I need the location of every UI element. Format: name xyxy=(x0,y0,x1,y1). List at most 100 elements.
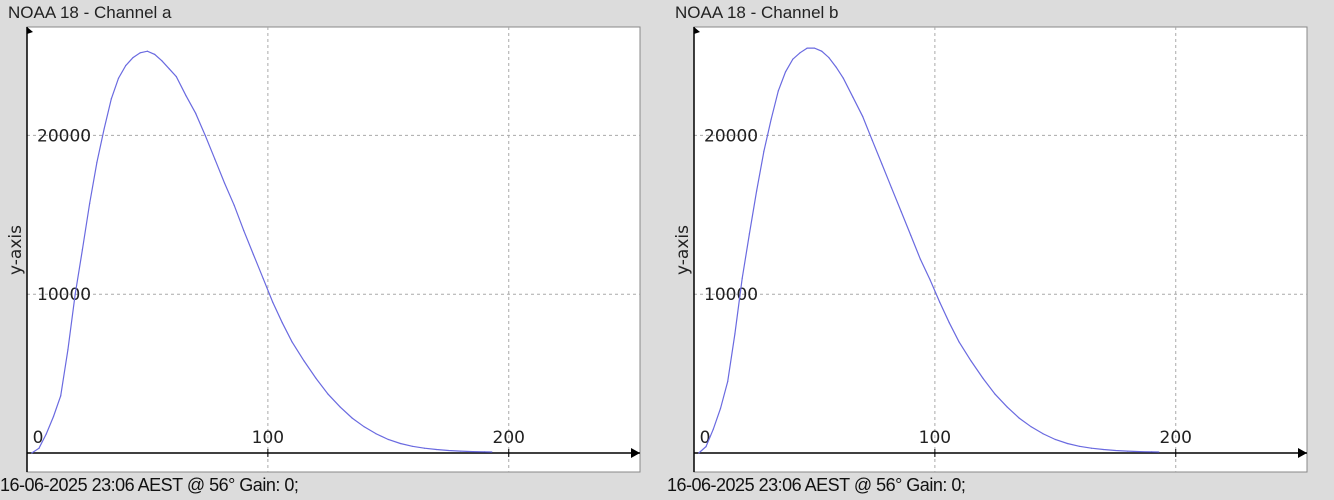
data-point xyxy=(770,118,772,121)
data-point xyxy=(929,279,931,281)
data-point xyxy=(96,161,98,163)
data-point xyxy=(491,451,493,453)
data-point xyxy=(1151,451,1153,453)
data-point xyxy=(399,442,401,445)
x-tick-label: 0 xyxy=(33,428,44,448)
data-point xyxy=(175,76,177,78)
data-point xyxy=(272,301,274,303)
data-point xyxy=(38,447,40,449)
data-point xyxy=(233,204,235,206)
data-point xyxy=(1126,450,1129,452)
data-series-line xyxy=(31,50,492,454)
data-point xyxy=(327,393,329,395)
data-point xyxy=(132,56,134,59)
data-point xyxy=(763,150,765,152)
data-point xyxy=(813,47,816,49)
data-point xyxy=(281,322,283,324)
data-point xyxy=(52,415,55,418)
data-point xyxy=(719,407,722,410)
data-point xyxy=(862,115,864,117)
data-point xyxy=(970,360,972,362)
data-point xyxy=(168,68,170,70)
data-point xyxy=(919,258,922,260)
data-point xyxy=(117,77,120,79)
data-point xyxy=(1102,448,1105,451)
data-point xyxy=(252,253,255,256)
data-point xyxy=(339,406,341,408)
data-point xyxy=(110,98,112,100)
data-point xyxy=(821,50,823,52)
chart-title: NOAA 18 - Channel a xyxy=(8,3,172,22)
data-point xyxy=(459,450,462,452)
y-tick-label: 20000 xyxy=(37,126,91,146)
data-point xyxy=(185,95,187,97)
data-point xyxy=(958,341,960,343)
chart-a: 10000 20000 0 100 200 y-axis xyxy=(6,26,641,473)
data-point xyxy=(881,163,883,165)
data-point xyxy=(103,128,105,130)
data-point xyxy=(1006,406,1008,408)
status-footer: 16-06-2025 23:06 AEST @ 56° Gain: 0; xyxy=(667,475,966,495)
data-point xyxy=(939,301,941,303)
x-tick-label: 0 xyxy=(700,428,711,448)
data-point xyxy=(243,230,245,232)
data-point xyxy=(447,449,450,452)
y-tick-label: 20000 xyxy=(704,126,758,146)
data-point xyxy=(1042,433,1044,435)
data-point xyxy=(223,182,226,184)
data-point xyxy=(411,445,413,447)
x-tick-label: 200 xyxy=(1160,428,1192,448)
data-point xyxy=(777,90,779,92)
x-tick-label: 200 xyxy=(493,428,525,448)
data-point xyxy=(363,426,365,428)
data-point xyxy=(1066,442,1068,445)
data-point xyxy=(835,66,837,68)
status-footer: 16-06-2025 23:06 AEST @ 56° Gain: 0; xyxy=(0,475,299,495)
y-axis-arrow xyxy=(27,27,33,34)
data-point xyxy=(31,452,33,454)
data-point xyxy=(1090,447,1093,449)
data-point xyxy=(698,452,700,454)
data-point xyxy=(472,450,474,453)
data-point xyxy=(67,349,69,351)
data-point xyxy=(303,360,305,362)
data-point xyxy=(45,433,47,435)
data-point xyxy=(60,395,62,397)
data-point xyxy=(910,234,912,237)
data-point xyxy=(756,190,758,192)
data-point xyxy=(125,64,127,67)
data-point xyxy=(994,393,996,395)
data-point xyxy=(291,341,293,343)
data-point xyxy=(139,52,141,54)
data-point xyxy=(734,333,736,335)
data-point xyxy=(1158,451,1160,453)
data-point xyxy=(204,134,206,136)
data-point xyxy=(351,417,353,419)
data-point xyxy=(423,447,426,449)
chart-panel-b: NOAA 18 - Channel b 10000 20000 0 100 200 y-a… xyxy=(667,0,1334,500)
data-point xyxy=(262,277,264,279)
data-point xyxy=(792,58,794,60)
data-point xyxy=(828,56,830,59)
data-point xyxy=(214,158,216,160)
data-point xyxy=(1114,449,1117,452)
data-point xyxy=(1078,445,1080,447)
data-point xyxy=(890,187,893,189)
y-axis-label: y-axis xyxy=(673,225,693,275)
y-axis-label: y-axis xyxy=(6,225,26,275)
data-point xyxy=(982,377,984,379)
data-point xyxy=(1054,438,1056,441)
plot-area xyxy=(26,26,641,473)
data-point xyxy=(1018,417,1020,419)
data-point xyxy=(784,71,787,73)
data-point xyxy=(89,203,91,205)
data-point xyxy=(712,428,714,430)
data-point xyxy=(871,139,873,141)
data-point xyxy=(74,293,76,295)
data-point xyxy=(741,277,743,279)
data-point xyxy=(852,96,854,98)
data-point xyxy=(799,52,801,54)
data-point xyxy=(727,380,729,383)
data-point xyxy=(195,112,197,114)
plot-area xyxy=(693,26,1308,473)
